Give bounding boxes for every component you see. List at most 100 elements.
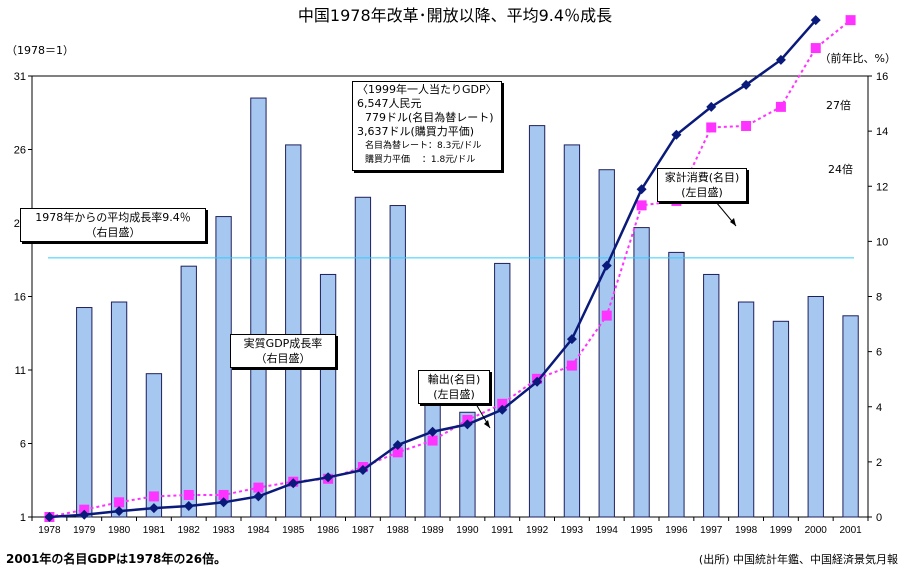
gdp-growth-bar (76, 307, 93, 518)
x-axis-tick-label: 1996 (665, 525, 688, 536)
info-usd-nominal: 779ドル(名目為替レート) (365, 111, 494, 124)
x-axis-tick-label: 1989 (421, 525, 444, 536)
exports-point (810, 43, 821, 54)
exports-point (775, 101, 786, 112)
info-usd-ppp: 3,637ドル(購買力平価) (357, 125, 475, 138)
exports-point (183, 489, 194, 500)
gdp-growth-bar (110, 301, 128, 518)
consumption-callout-arrowhead (730, 218, 736, 226)
consumption-point (775, 54, 786, 65)
consumption-point (462, 419, 473, 430)
consumption-point (497, 404, 508, 415)
x-axis-tick-label: 1982 (178, 525, 201, 536)
consumption-point (671, 129, 682, 140)
right-axis-tick-label: 0 (876, 512, 882, 524)
x-axis-tick-label: 1992 (526, 525, 549, 536)
gdp-growth-bar (528, 125, 546, 518)
gdp-growth-bar (459, 411, 476, 518)
gdp-growth-axis-note: （右目盛） (255, 352, 311, 365)
gdp-growth-bar (737, 301, 755, 518)
consumption-point (44, 512, 55, 522)
exports-label: 輸出(名目) (427, 373, 481, 386)
consumption-end-label: 24倍 (828, 163, 853, 176)
gdp-growth-bar (842, 315, 859, 518)
consumption-point (741, 79, 752, 90)
gdp-growth-bar (633, 227, 650, 518)
consumption-point (427, 426, 438, 437)
gdp-growth-bar (598, 169, 615, 518)
x-axis-tick-label: 1981 (143, 525, 166, 536)
exports-point (706, 122, 717, 133)
gdp-growth-bar (424, 403, 441, 518)
exports-point (392, 447, 403, 458)
avg-growth-callout: 1978年からの平均成長率9.4％ （右目盛） (20, 208, 206, 242)
right-axis-tick-label: 10 (876, 236, 888, 248)
consumption-point (532, 376, 543, 387)
gdp-growth-bar (772, 320, 790, 518)
right-axis-tick-label: 12 (876, 181, 888, 193)
per-capita-gdp-box: 〈1999年一人当たりGDP〉 6,547人民元 779ドル(名目為替レート) … (352, 81, 502, 171)
consumption-point (79, 509, 90, 520)
left-axis-tick-label: 26 (14, 145, 26, 157)
consumption-point (218, 497, 229, 508)
x-axis-tick-label: 1990 (456, 525, 479, 536)
chart-title: 中国1978年改革･開放以降、平均9.4％成長 (297, 6, 613, 25)
consumption-axis-note: (左目盛) (681, 186, 723, 199)
consumption-point (183, 500, 194, 511)
consumption-label: 家計消費(名目) (664, 171, 740, 184)
exports-point (148, 491, 159, 502)
gdp-growth-bar (494, 262, 511, 518)
gdp-growth-bar (250, 97, 267, 518)
exports-point (845, 15, 856, 26)
exports-point (218, 489, 229, 500)
exports-point (114, 497, 125, 508)
x-axis-tick-label: 1979 (73, 525, 96, 536)
info-ppp-rate: 購買力平価 ：1.8元/ドル (365, 155, 476, 165)
right-axis-tick-label: 4 (876, 402, 882, 414)
x-axis-tick-label: 1993 (561, 525, 584, 536)
exports-axis-note: (左目盛) (433, 388, 475, 401)
consumption-point (253, 491, 264, 502)
consumption-point (810, 15, 821, 26)
gdp-growth-bar (354, 196, 372, 518)
consumption-point (566, 334, 577, 345)
info-rmb: 6,547人民元 (357, 97, 422, 110)
exports-callout: 輸出(名目) (左目盛) (418, 370, 490, 404)
x-axis-tick-label: 1984 (247, 525, 270, 536)
right-axis-tick-label: 14 (876, 126, 888, 138)
x-axis-tick-label: 1999 (770, 525, 793, 536)
gdp-growth-callout: 実質GDP成長率 （右目盛） (230, 334, 336, 368)
gdp-growth-bar (389, 205, 406, 518)
left-axis-tick-label: 6 (20, 439, 26, 451)
right-axis-tick-label: 16 (876, 71, 888, 83)
left-axis-tick-label: 11 (15, 365, 26, 377)
exports-point (79, 504, 90, 515)
x-axis-tick-label: 1978 (38, 525, 61, 536)
left-axis-tick-label: 31 (14, 71, 26, 83)
x-axis-tick-label: 1985 (282, 525, 305, 536)
footnote: 2001年の名目GDPは1978年の26倍。 (6, 552, 227, 566)
left-axis-tick-label: 16 (14, 292, 26, 304)
consumption-point (636, 184, 647, 195)
right-axis-unit: （前年比、%） (819, 52, 896, 65)
x-axis-tick-label: 1983 (212, 525, 235, 536)
consumption-point (601, 260, 612, 271)
exports-point (636, 200, 647, 211)
gdp-growth-label: 実質GDP成長率 (243, 337, 323, 350)
consumption-point (288, 478, 299, 489)
gdp-growth-bar (807, 296, 824, 518)
exports-point (741, 120, 752, 131)
x-axis-tick-label: 1980 (108, 525, 131, 536)
gdp-growth-bar (563, 144, 581, 518)
left-axis-tick-label: 1 (20, 512, 26, 524)
x-axis-tick-label: 2001 (839, 525, 862, 536)
x-axis-tick-label: 1997 (700, 525, 723, 536)
right-axis-tick-label: 6 (876, 347, 882, 359)
consumption-point (114, 506, 125, 517)
right-axis-tick-label: 8 (876, 292, 882, 304)
exports-point (601, 310, 612, 321)
exports-point (427, 435, 438, 446)
gdp-growth-bar (703, 273, 720, 518)
consumption-callout: 家計消費(名目) (左目盛) (657, 168, 747, 202)
avg-growth-label: 1978年からの平均成長率9.4％ (35, 211, 191, 224)
